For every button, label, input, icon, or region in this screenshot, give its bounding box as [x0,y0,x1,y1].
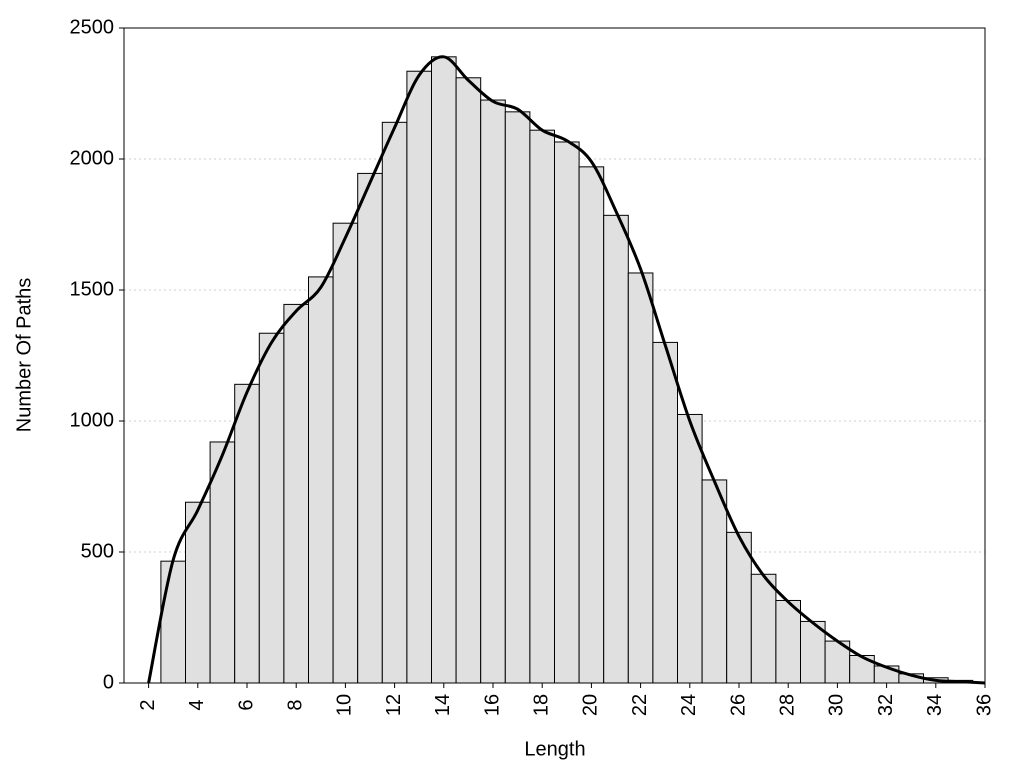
bar [332,222,359,684]
bar [677,413,703,684]
x-tick-label: 12 [383,694,405,716]
bar [504,111,531,684]
bar [529,129,556,684]
x-axis-label: Length [524,738,585,760]
bar [554,141,580,684]
x-tick-label: 18 [530,694,552,716]
y-tick-label: 0 [103,671,114,693]
y-axis-label: Number Of Paths [13,278,35,433]
x-tick-label: 36 [973,694,995,716]
x-tick-label: 20 [580,694,602,716]
bar [800,620,826,684]
bar [603,214,629,684]
bar [185,501,211,684]
x-tick-label: 26 [727,694,749,716]
x-tick-label: 22 [629,694,651,716]
x-tick-label: 34 [924,694,946,716]
x-tick-label: 2 [137,699,159,710]
bar [381,121,408,684]
x-tick-label: 4 [186,699,208,710]
y-tick-label: 1500 [70,278,115,300]
bar [578,166,605,684]
x-tick-label: 8 [284,699,306,710]
bar [234,383,260,684]
bar [308,276,334,684]
y-tick-label: 2500 [70,16,115,38]
x-tick-label: 24 [678,694,700,716]
bar [775,599,802,684]
x-tick-label: 10 [334,694,356,716]
x-tick-label: 16 [481,694,503,716]
bar [283,303,309,684]
y-tick-label: 2000 [70,147,115,169]
bar [455,77,482,684]
bar [357,172,383,684]
x-tick-label: 28 [776,694,798,716]
bar [726,531,752,684]
density-curve [147,55,986,685]
plot-frame [123,27,986,684]
bar [160,560,186,684]
bar [750,573,777,684]
bar [258,332,285,684]
bar [480,99,506,684]
x-tick-label: 30 [826,694,848,716]
bar [701,479,728,684]
bar [406,70,432,684]
x-tick-label: 14 [432,694,454,716]
y-tick-label: 1000 [70,409,115,431]
bar [431,56,457,684]
x-tick-label: 32 [875,694,897,716]
y-tick-label: 500 [81,540,114,562]
bar [652,341,679,684]
x-tick-label: 6 [235,699,257,710]
bar [627,272,654,684]
